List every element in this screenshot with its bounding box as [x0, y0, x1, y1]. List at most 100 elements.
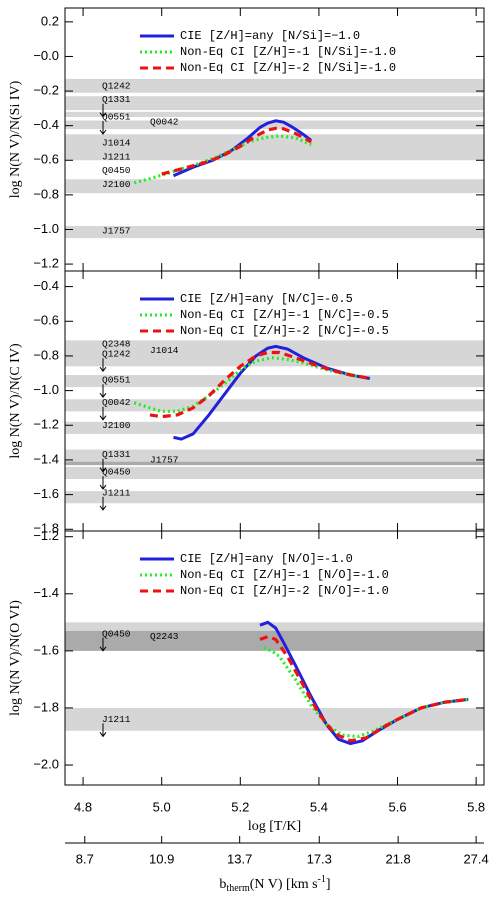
- measurement-band: [65, 96, 484, 111]
- y-tick-label: −0.0: [33, 48, 59, 63]
- x2-tick-label: 21.8: [385, 851, 410, 866]
- arrow-head: [99, 467, 107, 473]
- object-label: Q0450: [102, 165, 131, 176]
- arrow-head: [99, 484, 107, 490]
- x-tick-label: 4.8: [74, 799, 92, 814]
- object-label: Q0042: [150, 117, 179, 128]
- arrow-head: [99, 732, 107, 738]
- y-tick-label: −1.2: [33, 417, 59, 432]
- y-axis-label: log N(N V)/N(O VI): [8, 600, 23, 716]
- arrow-head: [99, 392, 107, 399]
- measurement-band: [65, 375, 484, 388]
- measurement-band: [65, 399, 484, 412]
- x-tick-label: 5.2: [231, 799, 249, 814]
- x2-tick-label: 8.7: [76, 851, 94, 866]
- x2-axis-label: btherm(N V) [km s-1]: [219, 874, 330, 894]
- y-tick-label: −0.4: [33, 278, 59, 293]
- arrow-head: [99, 646, 107, 652]
- y-tick-label: −1.2: [33, 528, 59, 543]
- measurement-band: [65, 466, 484, 479]
- measurement-band: [65, 120, 484, 130]
- measurement-band: [65, 461, 484, 466]
- object-label: J1757: [102, 226, 131, 237]
- y-tick-label: −0.6: [33, 152, 59, 167]
- legend-label: Non-Eq CI [Z/H]=-1 [N/O]=-1.0: [180, 568, 389, 582]
- arrow-head: [99, 112, 107, 118]
- y-tick-label: −0.2: [33, 82, 59, 97]
- legend-label: CIE [Z/H]=any [N/Si]=−1.0: [180, 29, 360, 43]
- series-line: [133, 356, 371, 413]
- object-label: Q1331: [102, 94, 131, 105]
- x2-tick-label: 10.9: [149, 851, 174, 866]
- y-tick-label: −0.4: [33, 117, 59, 132]
- object-label: J1757: [150, 454, 179, 465]
- object-label: J1211: [102, 151, 131, 162]
- measurement-band: [65, 421, 484, 434]
- object-label: Q0042: [102, 397, 131, 408]
- x-tick-label: 5.6: [388, 799, 406, 814]
- x2-label-sub: therm: [226, 883, 250, 894]
- measurement-band: [65, 78, 484, 93]
- legend-label: CIE [Z/H]=any [N/C]=-0.5: [180, 292, 353, 306]
- object-label: J1014: [150, 345, 179, 356]
- x2-tick-label: 17.3: [307, 851, 332, 866]
- arrow-head: [99, 505, 107, 511]
- y-tick-label: −1.6: [33, 642, 59, 657]
- object-label: Q2348: [102, 338, 131, 349]
- measurement-band: [65, 630, 484, 651]
- plot-area: Q1242 Q1331 Q0551 Q0042 J1014 J1211 Q0450 J2100…: [65, 78, 484, 239]
- y-tick-label: −1.4: [33, 451, 59, 466]
- y-tick-label: −0.8: [33, 186, 59, 201]
- x2-label-part: (N V) [km s: [250, 877, 318, 892]
- plot-area: Q0450 Q2243 J1211: [65, 620, 484, 746]
- x2-label-sup: -1: [318, 874, 326, 885]
- object-label: Q0450: [102, 628, 131, 639]
- object-label: J2100: [102, 420, 131, 431]
- object-label: Q0450: [102, 467, 131, 478]
- measurement-band: [65, 449, 484, 462]
- legend-label: Non-Eq CI [Z/H]=-1 [N/Si]=-1.0: [180, 45, 396, 59]
- measurement-band: [65, 134, 484, 161]
- x-tick-label: 5.8: [467, 799, 485, 814]
- object-label: Q0551: [102, 375, 131, 386]
- object-label: J1211: [102, 487, 131, 498]
- y-tick-label: −2.0: [33, 756, 59, 771]
- object-label: J1014: [102, 137, 131, 148]
- y-tick-label: −1.4: [33, 585, 59, 600]
- measurement-band: [65, 707, 484, 731]
- measurement-band: [65, 226, 484, 239]
- y-tick-label: −1.2: [33, 256, 59, 271]
- y-tick-label: −1.8: [33, 521, 59, 536]
- series-line: [259, 634, 469, 743]
- series-line: [172, 119, 313, 178]
- legend-label: Non-Eq CI [Z/H]=-2 [N/O]=-1.0: [180, 584, 389, 598]
- y-tick-label: −1.8: [33, 699, 59, 714]
- measurement-band: [65, 111, 484, 118]
- x-tick-label: 5.0: [153, 799, 171, 814]
- y-axis-label: log N(N V)/N(Si IV): [8, 80, 23, 198]
- x-axis-label: log [T/K]: [248, 819, 301, 834]
- x-tick-label: 5.4: [310, 799, 328, 814]
- object-label: J1211: [102, 714, 131, 725]
- object-label: Q1242: [102, 349, 131, 360]
- arrow-head: [99, 366, 107, 373]
- arrow-head: [99, 129, 107, 135]
- y-tick-label: −0.6: [33, 313, 59, 328]
- y-axis-label: log N(N V)/N(C IV): [8, 343, 23, 459]
- y-tick-label: 0.2: [41, 13, 59, 28]
- plot-frame: [64, 530, 485, 786]
- x2-tick-label: 27.4: [463, 851, 488, 866]
- object-label: Q1331: [102, 449, 131, 460]
- y-tick-label: −0.8: [33, 347, 59, 362]
- object-label: Q1242: [102, 80, 131, 91]
- y-tick-label: −1.0: [33, 382, 59, 397]
- legend-label: Non-Eq CI [Z/H]=-1 [N/C]=-0.5: [180, 308, 389, 322]
- arrow-head: [99, 415, 107, 421]
- measurement-band: [65, 179, 484, 194]
- series-line: [149, 350, 371, 419]
- y-tick-label: −1.6: [33, 486, 59, 501]
- object-label: Q0551: [102, 112, 131, 123]
